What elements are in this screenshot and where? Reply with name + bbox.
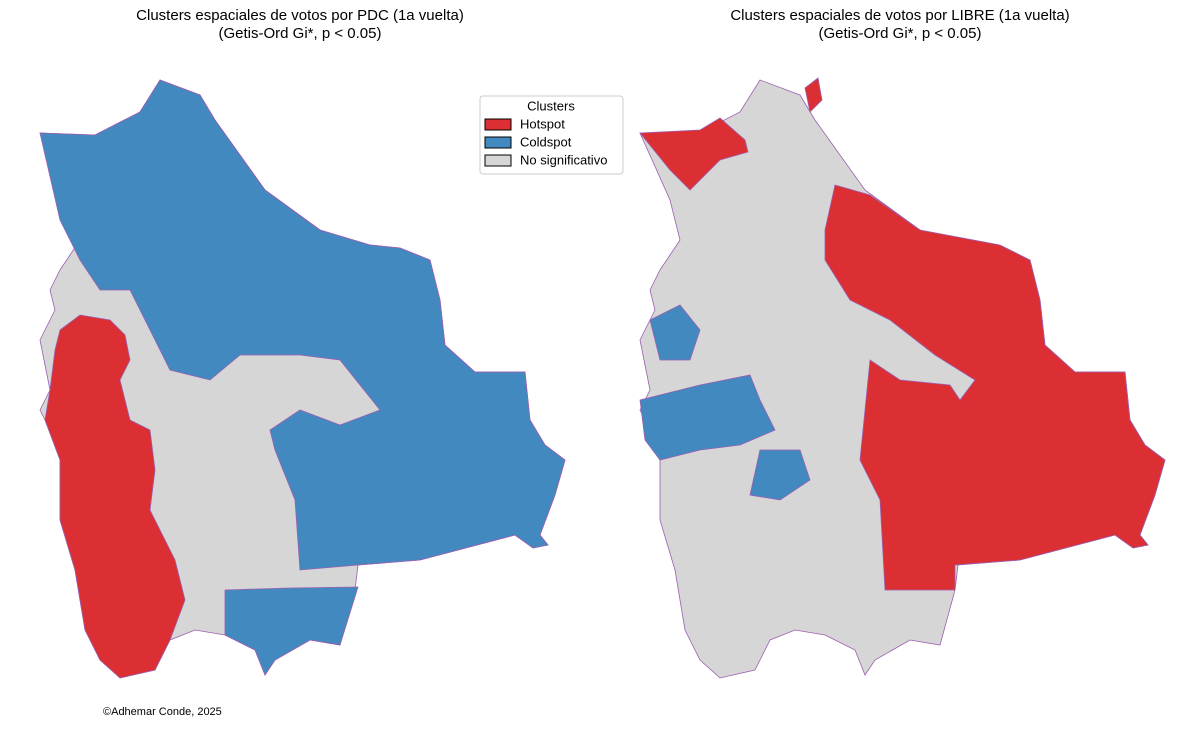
legend-label: Hotspot [520, 116, 565, 131]
map-right [639, 77, 1166, 679]
legend-swatch [484, 118, 512, 131]
hotspot-region [804, 77, 823, 113]
coldspot-region [749, 449, 811, 501]
coldspot-region [649, 304, 701, 361]
coldspot-region [39, 79, 566, 571]
credit: ©Adhemar Conde, 2025 [103, 706, 222, 718]
hotspot-region [44, 314, 186, 679]
coldspot-region [224, 586, 359, 676]
legend-frame [479, 95, 624, 175]
hotspot-region [639, 117, 749, 191]
coldspot-region [639, 374, 776, 461]
legend: Clusters Hotspot Coldspot No significativo [479, 95, 624, 175]
legend-label: No significativo [520, 152, 607, 167]
map-left [39, 79, 566, 679]
map-subtitle: (Getis-Ord Gi*, p < 0.05) [819, 25, 982, 42]
map-title: Clusters espaciales de votos por LIBRE (… [730, 7, 1069, 24]
hotspot-region [824, 184, 1166, 591]
map-subtitle: (Getis-Ord Gi*, p < 0.05) [219, 25, 382, 42]
legend-swatch [484, 154, 512, 167]
legend-swatch [484, 136, 512, 149]
legend-title: Clusters [527, 98, 575, 113]
map-title: Clusters espaciales de votos por PDC (1a… [136, 7, 464, 24]
legend-label: Coldspot [520, 134, 572, 149]
